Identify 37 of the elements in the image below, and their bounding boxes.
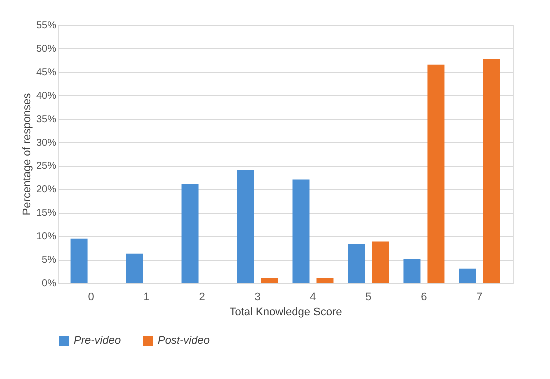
bar	[404, 259, 421, 283]
y-tick-label: 0%	[42, 278, 57, 290]
y-axis-title: Percentage of responses	[21, 92, 34, 216]
x-tick-label: 1	[144, 292, 150, 304]
y-tick-label: 15%	[36, 208, 57, 220]
bar	[237, 170, 254, 283]
x-tick-label: 0	[88, 292, 94, 304]
x-tick-label: 5	[366, 292, 372, 304]
y-tick-label: 5%	[42, 255, 57, 266]
y-tick-label: 45%	[36, 67, 57, 78]
bar	[70, 238, 88, 283]
bar	[348, 244, 366, 283]
y-tick-label: 25%	[36, 161, 57, 172]
legend-label: Pre-video	[74, 335, 122, 347]
x-tick-label: 4	[310, 292, 316, 304]
y-tick-label: 40%	[36, 90, 57, 102]
y-tick-label: 50%	[36, 44, 57, 55]
x-tick-label: 6	[421, 292, 428, 304]
bar	[126, 254, 144, 283]
x-tick-label: 2	[199, 292, 206, 304]
y-tick-label: 10%	[36, 232, 57, 243]
bar	[292, 180, 310, 283]
bar	[483, 59, 500, 283]
x-axis-title: Total Knowledge Score	[230, 306, 342, 318]
x-tick-label: 7	[476, 292, 483, 304]
bar	[182, 184, 199, 283]
x-tick-label: 3	[254, 292, 261, 304]
legend-label: Post-video	[158, 335, 210, 347]
bar	[316, 278, 334, 283]
y-tick-label: 20%	[36, 184, 57, 196]
y-tick-label: 30%	[36, 138, 57, 149]
bar	[459, 268, 476, 283]
y-tick-label: 55%	[36, 20, 57, 32]
y-tick-label: 35%	[36, 114, 57, 126]
bar	[261, 278, 278, 283]
bar	[372, 242, 390, 283]
bar	[428, 64, 445, 283]
